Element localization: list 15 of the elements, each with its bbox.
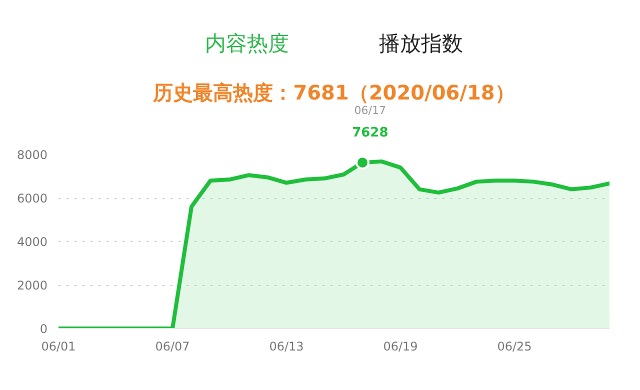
text: 播放指数 [378,32,463,56]
y-tick-label: 2000 [16,278,48,292]
x-tick-label: 06/25 [497,340,532,354]
x-tick-label: 06/01 [41,340,76,354]
x-tick-label: 06/07 [155,340,190,354]
y-tick-label: 0 [40,322,48,336]
text: 06/17 [354,104,386,117]
x-tick-label: 06/13 [269,340,304,354]
annotation: 7628 [352,126,388,140]
y-tick-label: 6000 [16,192,48,206]
x-tick-label: 06/19 [383,340,418,354]
y-tick-label: 8000 [16,148,48,162]
y-tick-label: 4000 [16,235,48,249]
text: 内容热度 [205,32,290,56]
chart-title: 历史最高热度：7681（2020/06/18） [152,80,515,104]
